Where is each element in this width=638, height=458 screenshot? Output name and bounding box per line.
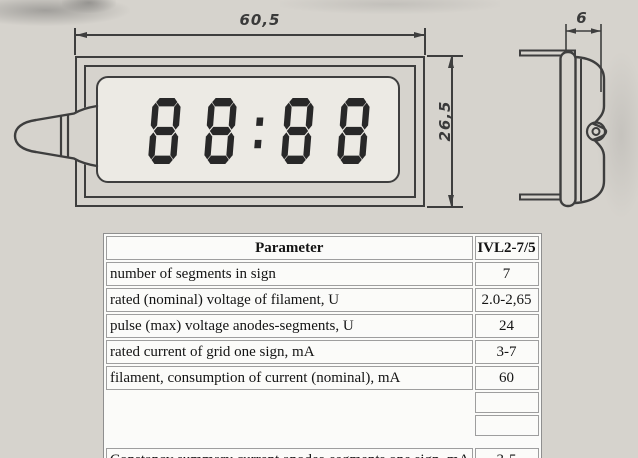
- dimension-height-label: 26,5: [436, 100, 454, 142]
- column-header-parameter: Parameter: [106, 236, 473, 260]
- table-row: filament, consumption of current (nomina…: [106, 366, 539, 390]
- dimension-line: [75, 34, 425, 36]
- table-row: Constancy summary current anodes-segment…: [106, 448, 539, 458]
- table-row-empty: [106, 392, 539, 413]
- parameter-cell: [106, 415, 473, 436]
- table-row: rated (nominal) voltage of filament, U 2…: [106, 288, 539, 312]
- parameter-table: Parameter IVL2-7/5 number of segments in…: [103, 233, 542, 458]
- table-row-empty: [106, 415, 539, 436]
- digit-glyph: [337, 98, 370, 164]
- exhaust-tip: [13, 104, 99, 168]
- side-view: [519, 24, 608, 208]
- seven-segment-display: [148, 98, 371, 164]
- value-cell: [474, 392, 539, 413]
- dimension-arrow: [448, 57, 454, 68]
- dimension-line: [451, 57, 453, 206]
- value-cell: 24: [474, 314, 539, 338]
- extension-line: [427, 55, 463, 57]
- dimension-depth-label: 6: [576, 9, 588, 27]
- parameter-cell: Constancy summary current anodes-segment…: [106, 448, 473, 458]
- column-header-model: IVL2-7/5: [474, 236, 539, 260]
- colon-glyph: [254, 117, 264, 149]
- dimension-arrow: [448, 195, 454, 206]
- table-row-spacer: [106, 438, 539, 446]
- parameter-cell: rated (nominal) voltage of filament, U: [106, 288, 473, 312]
- dimension-arrow: [414, 32, 425, 38]
- digit-glyph: [148, 98, 181, 164]
- extension-line: [427, 206, 463, 208]
- dimension-width-label: 60,5: [239, 11, 281, 29]
- parameter-cell: [106, 392, 473, 413]
- digit-glyph: [281, 98, 314, 164]
- extension-line: [424, 28, 426, 55]
- parameter-cell: number of segments in sign: [106, 262, 473, 286]
- parameter-cell: rated current of grid one sign, mA: [106, 340, 473, 364]
- technical-drawing: 60,5 26,5: [13, 9, 608, 208]
- digit-glyph: [204, 98, 237, 164]
- spacer-cell: [106, 438, 539, 446]
- value-cell: 7: [474, 262, 539, 286]
- table-row: pulse (max) voltage anodes-segments, U 2…: [106, 314, 539, 338]
- table-row: rated current of grid one sign, mA 3-7: [106, 340, 539, 364]
- value-cell: 2.0-2,65: [474, 288, 539, 312]
- value-cell: 3-5: [474, 448, 539, 458]
- table-row: number of segments in sign 7: [106, 262, 539, 286]
- table-header-row: Parameter IVL2-7/5: [106, 236, 539, 260]
- dimension-arrow: [76, 32, 87, 38]
- parameter-cell: pulse (max) voltage anodes-segments, U: [106, 314, 473, 338]
- value-cell: [474, 415, 539, 436]
- extension-line: [74, 28, 76, 55]
- parameter-cell: filament, consumption of current (nomina…: [106, 366, 473, 390]
- value-cell: 3-7: [474, 340, 539, 364]
- value-cell: 60: [474, 366, 539, 390]
